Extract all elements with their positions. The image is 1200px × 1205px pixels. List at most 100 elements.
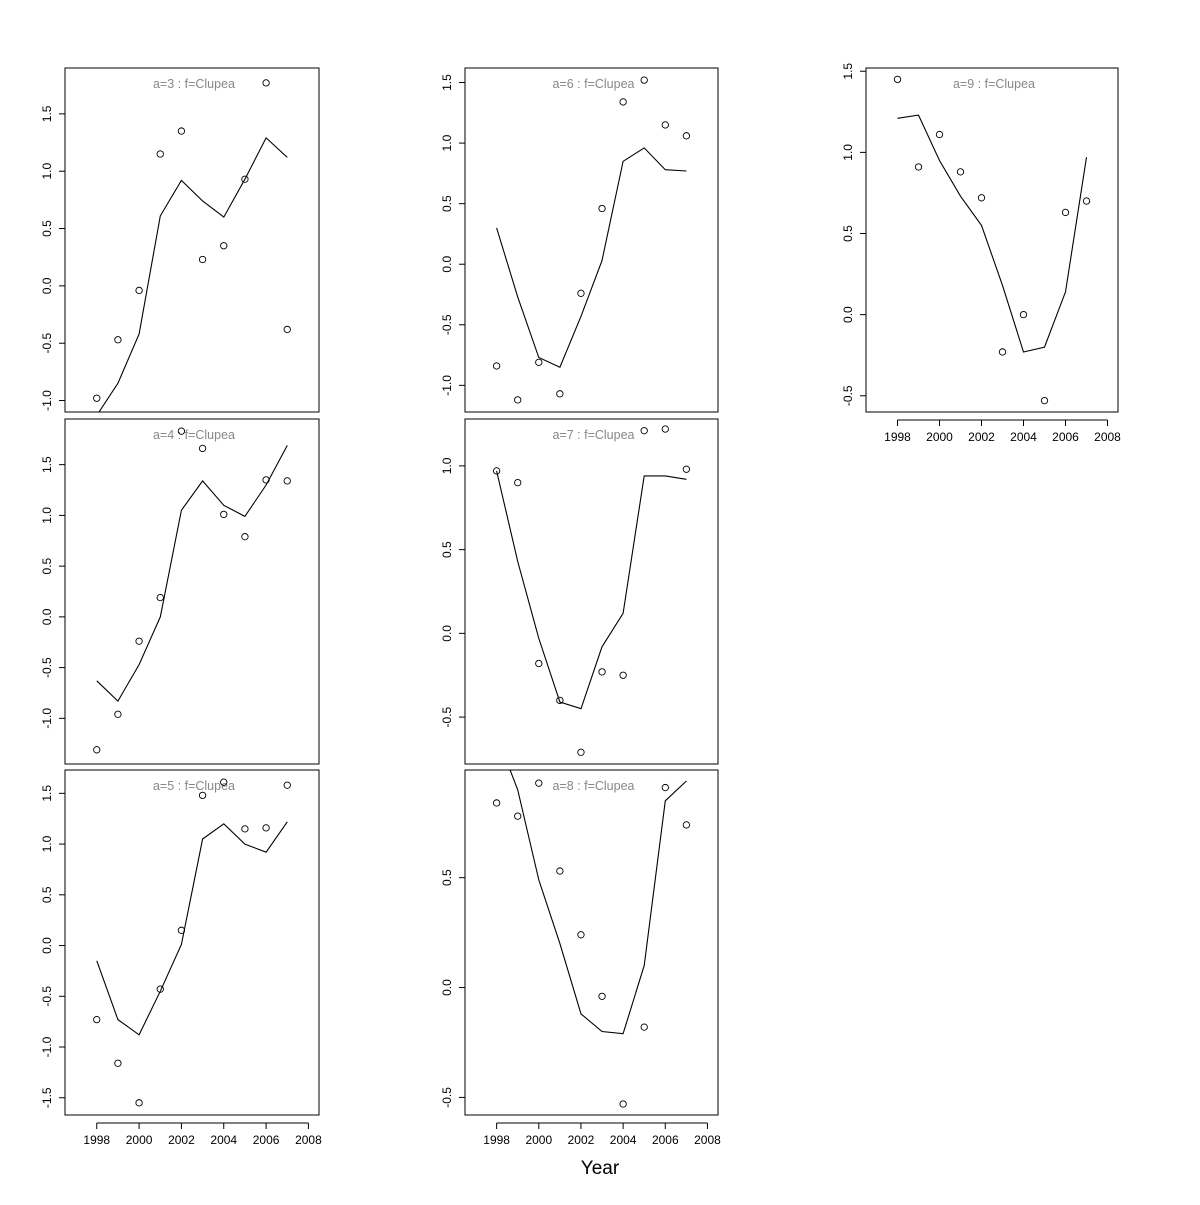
- observed-point: [682, 465, 691, 473]
- panel-frame: [64, 769, 320, 1116]
- panel-data: [893, 75, 1091, 405]
- y-tick-label: 1.0: [40, 835, 54, 852]
- fitted-line: [496, 470, 687, 710]
- y-tick-label: -0.5: [440, 706, 454, 727]
- y-tick-label: 1.5: [40, 785, 54, 802]
- y-tick-label: 0.0: [40, 608, 54, 625]
- y-tick-label: 0.0: [440, 979, 454, 996]
- fitted-line: [96, 821, 288, 1036]
- y-tick-label: 0.5: [40, 557, 54, 574]
- observed-point: [640, 76, 648, 84]
- observed-point: [661, 783, 669, 792]
- observed-point: [535, 358, 543, 366]
- observed-point: [220, 510, 228, 519]
- x-tick-label: 1998: [884, 430, 911, 444]
- x-tick-label: 2008: [694, 1133, 721, 1147]
- observed-point: [283, 781, 291, 789]
- observed-point: [198, 444, 207, 453]
- x-tick-label: 2006: [253, 1133, 280, 1147]
- panel-2: a=5 : f=Clupea -1.5 -1.0 -0.5 0.0 0.5 1.0 1.5 19…: [40, 769, 322, 1147]
- observed-point: [93, 746, 101, 754]
- observed-point: [598, 204, 606, 213]
- fitted-line: [496, 147, 687, 368]
- y-tick-label: -1.0: [40, 1036, 54, 1057]
- panel-6: a=9 : f=Clupea -0.5 0.0 0.5 1.0 1.5 1998 2000 20…: [841, 63, 1121, 444]
- y-tick-label: 0.5: [440, 869, 454, 886]
- observed-point: [177, 127, 186, 135]
- observed-point: [661, 121, 669, 129]
- y-tick-label: -1.0: [440, 375, 454, 396]
- y-tick-label: -0.5: [40, 657, 54, 678]
- x-tick-label: 2000: [926, 430, 953, 444]
- observed-point: [177, 926, 186, 934]
- y-tick-label: -1.0: [40, 390, 54, 411]
- x-axis-label: Year: [580, 1158, 620, 1179]
- y-tick-label: 0.5: [440, 541, 454, 558]
- observed-point: [640, 427, 648, 435]
- observed-point: [135, 1099, 143, 1107]
- y-tick-label: 0.5: [841, 225, 855, 242]
- y-tick-label: 1.0: [40, 163, 54, 180]
- observed-point: [935, 130, 944, 139]
- x-tick-label: 2004: [610, 1133, 637, 1147]
- observed-point: [619, 671, 627, 679]
- panel-data: [492, 425, 691, 756]
- y-tick-label: 1.0: [40, 507, 54, 524]
- fitted-line: [897, 114, 1088, 353]
- observed-point: [577, 931, 585, 939]
- y-tick-label: 1.5: [440, 74, 454, 91]
- fitted-line: [509, 770, 687, 1035]
- panel-frame: [464, 67, 719, 413]
- observed-point: [577, 289, 585, 297]
- observed-point: [283, 325, 291, 334]
- observed-point: [114, 336, 122, 344]
- observed-point: [198, 791, 207, 800]
- observed-point: [241, 175, 249, 183]
- observed-point: [156, 150, 164, 158]
- y-tick-label: 0.0: [40, 277, 54, 294]
- observed-point: [535, 779, 543, 787]
- y-tick-label: 0.0: [40, 937, 54, 954]
- observed-point: [914, 163, 923, 171]
- observed-point: [893, 75, 902, 84]
- panel-data: [492, 770, 691, 1108]
- observed-point: [93, 1015, 101, 1024]
- observed-point: [177, 427, 186, 435]
- observed-point: [283, 477, 291, 485]
- panel-frame: [64, 67, 320, 413]
- observed-point: [492, 799, 501, 807]
- observed-point: [514, 478, 522, 487]
- panel-data: [93, 79, 291, 412]
- x-tick-label: 2004: [1010, 430, 1037, 444]
- y-tick-label: 1.5: [841, 63, 855, 80]
- y-tick-label: -0.5: [40, 986, 54, 1007]
- fitted-line: [98, 137, 288, 412]
- observed-point: [135, 637, 143, 645]
- observed-point: [1061, 208, 1070, 217]
- observed-point: [1019, 310, 1028, 319]
- observed-point: [1040, 396, 1049, 405]
- observed-point: [682, 821, 691, 829]
- y-tick-label: 1.0: [440, 457, 454, 474]
- panel-title: a=7 : f=Clupea: [552, 428, 634, 442]
- observed-point: [262, 824, 270, 832]
- observed-point: [998, 348, 1007, 356]
- panel-frame: [464, 418, 719, 765]
- observed-point: [156, 985, 164, 993]
- panel-data: [93, 427, 291, 754]
- observed-point: [93, 394, 101, 402]
- observed-point: [598, 668, 606, 676]
- y-tick-label: 0.5: [440, 195, 454, 212]
- y-tick-label: -0.5: [40, 333, 54, 354]
- y-tick-label: -0.5: [841, 385, 855, 406]
- observed-point: [220, 778, 228, 786]
- observed-point: [619, 1100, 627, 1108]
- x-tick-label: 1998: [483, 1133, 510, 1147]
- observed-point: [556, 696, 564, 705]
- observed-point: [135, 286, 143, 295]
- x-tick-label: 2006: [1052, 430, 1079, 444]
- observed-point: [514, 396, 522, 404]
- panel-data: [492, 76, 691, 404]
- observed-point: [535, 659, 543, 668]
